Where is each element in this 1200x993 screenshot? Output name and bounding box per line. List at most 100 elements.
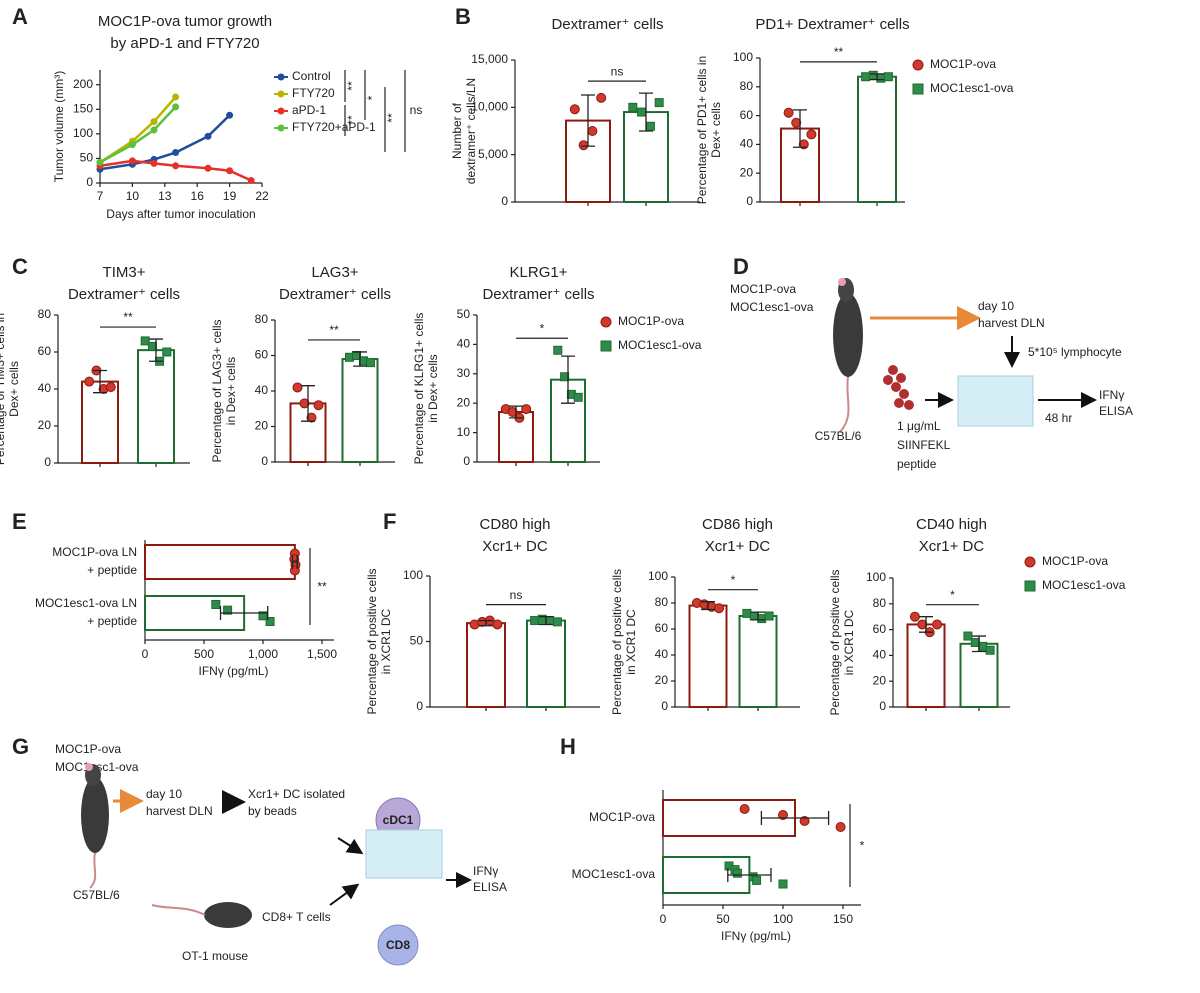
readout: ELISA [473, 880, 507, 894]
legend-label: Control [292, 69, 331, 83]
cells: 5*10⁵ lymphocyte [1028, 345, 1122, 359]
plate [957, 375, 1034, 427]
error-bar [972, 635, 986, 653]
error-bar [760, 811, 830, 825]
y-tick-label: 60 [740, 108, 754, 122]
point [172, 103, 180, 111]
legend-label: FTY720 [292, 86, 335, 100]
series-line [99, 96, 177, 164]
y-tick-label: 80 [740, 79, 754, 93]
y-tick-label: 200 [73, 77, 93, 91]
point [105, 382, 116, 393]
point [752, 875, 762, 885]
point [917, 619, 928, 630]
point [778, 810, 788, 820]
y-tick-label: 100 [866, 570, 886, 584]
y-tick-label: 20 [655, 673, 669, 687]
significance: ** [317, 580, 327, 594]
legend-label: MOC1P-ova [1042, 554, 1108, 568]
error-bar [509, 405, 523, 419]
y-axis-label: Dex+ cells [7, 361, 21, 417]
y-tick-label: 0 [86, 175, 93, 189]
y-tick-label: 30 [457, 366, 471, 380]
arrow [329, 883, 360, 906]
x-axis-label: Days after tumor inoculation [106, 207, 255, 221]
strain: MOC1P-ova [730, 282, 796, 296]
panel-label: C [12, 254, 28, 279]
point [552, 617, 562, 627]
y-tick-label: 100 [733, 50, 753, 64]
category-label: MOC1P-ova [589, 810, 655, 824]
significance: ** [345, 115, 359, 125]
step: day 10 [146, 787, 182, 801]
error-bar [353, 351, 367, 367]
point [223, 605, 233, 615]
point [757, 614, 767, 624]
error-bar [581, 94, 595, 147]
point [732, 868, 742, 878]
legend-label: MOC1esc1-ova [930, 81, 1014, 95]
point [978, 641, 988, 651]
significance: * [860, 839, 865, 853]
y-tick-label: 10,000 [471, 100, 508, 114]
peptide: 1 μg/mL [897, 419, 941, 433]
x-axis-label: IFNγ (pg/mL) [198, 664, 268, 678]
x-tick-label: 22 [255, 189, 269, 203]
y-axis-label: Tumor volume (mm³) [52, 71, 66, 183]
point [573, 392, 583, 402]
error-bar [727, 868, 772, 882]
error-bar [93, 369, 107, 394]
chart-title: CD80 high [480, 516, 551, 533]
y-axis-label: Percentage of positive cells [365, 568, 379, 714]
y-axis-label: Percentage of KLRG1+ cells [412, 313, 426, 465]
point [791, 117, 802, 128]
y-tick-label: 20 [740, 165, 754, 179]
error-bar [149, 338, 163, 362]
point [128, 157, 136, 165]
point [739, 804, 750, 814]
chart-title: LAG3+ [311, 264, 358, 281]
chart-title: CD86 high [702, 516, 773, 533]
point [204, 164, 212, 172]
point [637, 107, 647, 117]
point [150, 159, 158, 167]
point [226, 111, 234, 119]
y-tick-label: 60 [38, 344, 52, 358]
y-tick-label: 100 [648, 569, 668, 583]
error-bar [701, 601, 715, 611]
y-tick-label: 15,000 [471, 52, 508, 66]
error-bar [539, 615, 553, 626]
point [963, 631, 973, 641]
legend-marker [1024, 580, 1036, 592]
panel-label: E [12, 509, 27, 534]
legend-label: MOC1P-ova [618, 314, 684, 328]
point [299, 398, 310, 409]
x-tick-label: 500 [194, 647, 214, 661]
bar [341, 358, 379, 463]
legend-label: MOC1esc1-ova [1042, 578, 1126, 592]
chart-title: Xcr1+ DC [705, 538, 771, 555]
step: day 10 [978, 299, 1014, 313]
point [835, 822, 846, 832]
point [204, 132, 212, 140]
error-bar [291, 555, 298, 569]
x-tick-label: 13 [158, 189, 172, 203]
series-line [99, 105, 177, 164]
y-tick-label: 40 [457, 337, 471, 351]
chart-title: Dextramer⁺ cells [68, 286, 180, 303]
point [806, 129, 817, 140]
point [970, 638, 980, 647]
mouse-tail [89, 852, 97, 889]
chart-title: Dextramer⁺ cells [482, 286, 594, 303]
x-tick-label: 10 [126, 189, 140, 203]
bar [857, 75, 897, 203]
point [162, 347, 172, 357]
category-label: MOC1esc1-ova [572, 867, 656, 881]
plate [365, 829, 443, 879]
panel-label: B [455, 4, 471, 29]
y-tick-label: 0 [416, 699, 423, 713]
point [868, 70, 878, 80]
y-tick-label: 80 [873, 596, 887, 610]
mouse-tail [151, 904, 206, 916]
legend-marker [1024, 556, 1036, 568]
